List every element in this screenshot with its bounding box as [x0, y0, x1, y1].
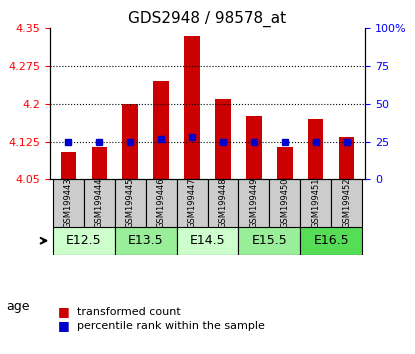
Text: GSM199447: GSM199447	[188, 178, 197, 228]
Text: E13.5: E13.5	[128, 234, 164, 247]
Text: transformed count: transformed count	[77, 307, 181, 316]
Bar	[339, 137, 354, 179]
FancyBboxPatch shape	[115, 227, 176, 255]
Text: E14.5: E14.5	[190, 234, 225, 247]
Bar	[122, 104, 138, 179]
Text: GSM199452: GSM199452	[342, 178, 351, 228]
Text: percentile rank within the sample: percentile rank within the sample	[77, 321, 265, 331]
FancyBboxPatch shape	[300, 179, 331, 227]
FancyBboxPatch shape	[146, 179, 176, 227]
FancyBboxPatch shape	[300, 227, 362, 255]
Text: GSM199446: GSM199446	[156, 178, 166, 228]
Text: GSM199450: GSM199450	[280, 178, 289, 228]
Bar	[61, 152, 76, 179]
FancyBboxPatch shape	[208, 179, 239, 227]
Text: ■: ■	[58, 305, 70, 318]
Bar	[277, 147, 293, 179]
FancyBboxPatch shape	[331, 179, 362, 227]
Bar	[154, 81, 169, 179]
FancyBboxPatch shape	[239, 227, 300, 255]
FancyBboxPatch shape	[176, 179, 208, 227]
Text: E12.5: E12.5	[66, 234, 102, 247]
Text: GSM199445: GSM199445	[126, 178, 135, 228]
FancyBboxPatch shape	[176, 227, 239, 255]
FancyBboxPatch shape	[269, 179, 300, 227]
Text: GSM199444: GSM199444	[95, 178, 104, 228]
Text: ■: ■	[58, 319, 70, 332]
FancyBboxPatch shape	[53, 227, 115, 255]
FancyBboxPatch shape	[53, 179, 84, 227]
Text: GSM199451: GSM199451	[311, 178, 320, 228]
Title: GDS2948 / 98578_at: GDS2948 / 98578_at	[128, 11, 287, 27]
Text: E16.5: E16.5	[313, 234, 349, 247]
Text: GSM199443: GSM199443	[64, 178, 73, 228]
Bar	[246, 116, 261, 179]
FancyBboxPatch shape	[84, 179, 115, 227]
Bar	[92, 147, 107, 179]
Text: GSM199449: GSM199449	[249, 178, 259, 228]
Text: GSM199448: GSM199448	[218, 178, 227, 228]
FancyBboxPatch shape	[239, 179, 269, 227]
Text: E15.5: E15.5	[251, 234, 287, 247]
Bar	[308, 119, 323, 179]
Bar	[184, 36, 200, 179]
Text: age: age	[6, 300, 30, 313]
FancyBboxPatch shape	[115, 179, 146, 227]
Bar	[215, 99, 231, 179]
